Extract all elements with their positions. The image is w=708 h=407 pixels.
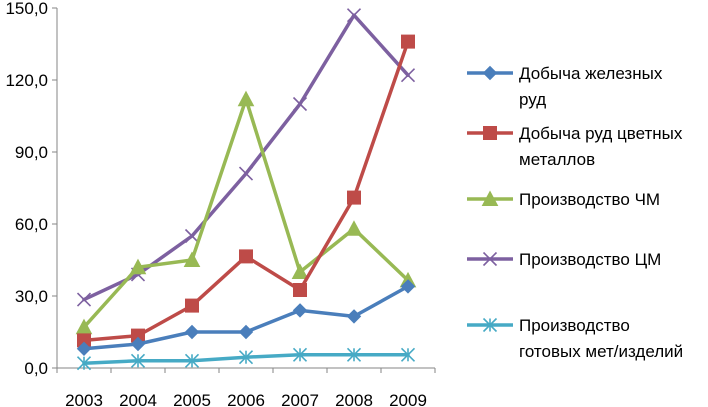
legend-item: Производство готовых мет/изделий: [467, 316, 683, 361]
y-tick-label: 120,0: [5, 71, 48, 90]
legend-label: Производство ЧМ: [519, 190, 660, 209]
legend-marker: [482, 65, 498, 81]
data-point: [238, 350, 254, 365]
data-point: [130, 336, 146, 352]
data-point: [238, 324, 254, 340]
x-tick-label: 2006: [227, 391, 265, 407]
data-point: [130, 353, 146, 368]
data-point: [184, 228, 200, 244]
data-point: [346, 8, 362, 23]
series-2: [77, 34, 415, 348]
legend-marker: [482, 251, 498, 267]
legend-label: готовых мет/изделий: [519, 342, 683, 361]
series-5: [76, 347, 416, 371]
legend-item: Производство ЦМ: [467, 250, 661, 269]
x-tick-label: 2004: [119, 391, 157, 407]
data-point: [184, 353, 200, 368]
x-tick-label: 2003: [65, 391, 103, 407]
legend-item: Производство ЧМ: [467, 190, 660, 209]
x-tick-label: 2005: [173, 391, 211, 407]
data-point: [291, 263, 309, 279]
data-point: [238, 166, 254, 181]
y-tick-label: 150,0: [5, 0, 48, 18]
data-point: [292, 347, 308, 362]
data-point: [401, 34, 415, 49]
series-3: [75, 90, 417, 335]
data-point: [184, 324, 200, 340]
y-tick-label: 90,0: [15, 143, 48, 162]
data-point: [292, 303, 308, 318]
data-point: [76, 292, 92, 307]
y-tick-label: 30,0: [15, 287, 48, 306]
legend-marker: [481, 190, 499, 206]
y-tick-label: 0,0: [24, 359, 48, 378]
data-point: [346, 347, 362, 362]
data-point: [400, 68, 416, 83]
data-point: [76, 356, 92, 371]
legend: Добыча железных руд Добыча руд цветных мета…: [467, 64, 683, 361]
data-point: [400, 347, 416, 362]
data-point: [293, 283, 307, 297]
series-1: [76, 279, 416, 357]
data-point: [76, 341, 92, 357]
data-point: [292, 96, 308, 112]
data-point: [239, 249, 253, 264]
x-tick-label: 2007: [281, 391, 319, 407]
data-point: [346, 309, 362, 324]
data-point: [183, 251, 201, 267]
x-tick-label: 2009: [389, 391, 427, 407]
y-tick-label: 60,0: [15, 215, 48, 234]
data-point: [400, 279, 416, 294]
legend-item: Добыча железных руд: [467, 64, 663, 109]
legend-label: руд: [519, 90, 546, 109]
data-point: [185, 298, 199, 313]
data-point: [347, 190, 361, 205]
legend-label: Добыча железных: [519, 64, 663, 83]
data-point: [345, 220, 363, 236]
legend-marker: [482, 317, 498, 333]
legend-label: Производство: [519, 316, 630, 335]
plot-area: [75, 8, 417, 371]
legend-item: Добыча руд цветных металлов: [467, 124, 683, 169]
x-tick-label: 2008: [335, 391, 373, 407]
legend-label: металлов: [519, 150, 595, 169]
data-point: [129, 258, 147, 275]
legend-label: Производство ЦМ: [519, 250, 661, 269]
data-point: [237, 90, 255, 107]
series-line: [82, 97, 410, 329]
chart-axes: 0,0 30,0 60,0 90,0 120,0 150,0 2003 2004 2005 200…: [5, 0, 436, 407]
legend-marker: [483, 126, 497, 140]
series-4: [76, 8, 416, 307]
legend-label: Добыча руд цветных: [519, 124, 683, 143]
